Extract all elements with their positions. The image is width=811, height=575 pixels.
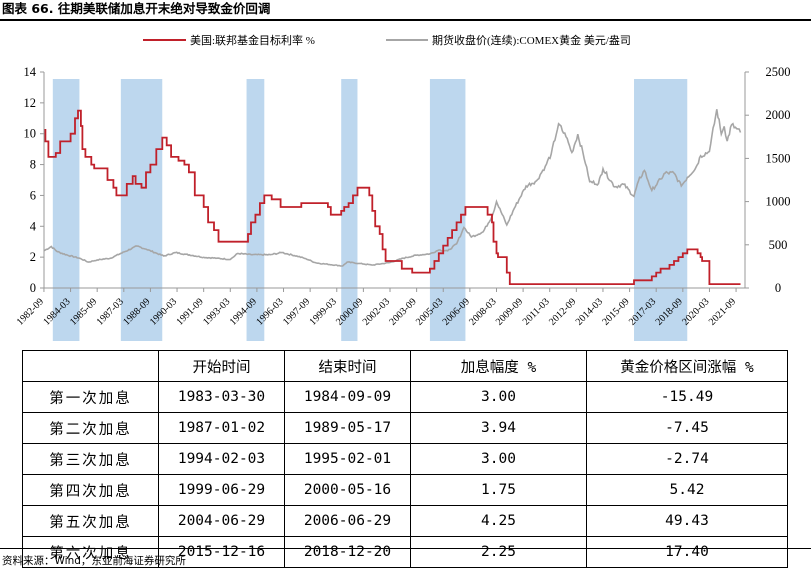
x-axis-tick-label: 2003-09 (387, 296, 418, 327)
row-label: 第二次加息 (22, 412, 159, 444)
title-rule (0, 19, 811, 21)
x-axis-tick-label: 1993-03 (201, 296, 232, 327)
shaded-period (246, 79, 265, 341)
row-label: 第一次加息 (22, 381, 159, 413)
chart: 0 2 4 6 8 10 12 14 0 500 1000 1500 2000 2500 1982-09 19… (15, 33, 791, 341)
shaded-period (429, 79, 466, 341)
table-row: 第四次加息 1999-06-29 2000-05-16 1.75 5.42 (22, 474, 788, 506)
gold-price-line (43, 109, 742, 267)
right-axis-tick-label: 2500 (766, 65, 791, 79)
shaded-period (341, 79, 358, 341)
hike-cell: 3.00 (410, 443, 587, 475)
left-axis-tick-label: 14 (24, 65, 37, 79)
x-axis-tick-label: 1982-09 (15, 296, 46, 327)
hike-cell: 1.75 (410, 474, 587, 506)
gold-change-cell: 17.40 (586, 536, 788, 568)
table-row: 第一次加息 1983-03-30 1984-09-09 3.00 -15.49 (22, 381, 788, 413)
table-row: 第五次加息 2004-06-29 2006-06-29 4.25 49.43 (22, 505, 788, 537)
start-date-cell: 1999-06-29 (158, 474, 285, 506)
x-axis-tick-label: 2015-09 (600, 296, 631, 327)
x-axis-tick-label: 2002-03 (361, 296, 392, 327)
row-label: 第三次加息 (22, 443, 159, 475)
row-label: 第五次加息 (22, 505, 159, 537)
hike-cell: 3.94 (410, 412, 587, 444)
gold-change-cell: -7.45 (586, 412, 788, 444)
shaded-period (634, 79, 688, 341)
x-axis-tick-label: 1997-09 (281, 296, 312, 327)
hike-cell: 2.25 (410, 536, 587, 568)
table-row: 第二次加息 1987-01-02 1989-05-17 3.94 -7.45 (22, 412, 788, 444)
table-header-gold-change: 黄金价格区间涨幅 % (586, 350, 788, 382)
hike-cell: 3.00 (410, 381, 587, 413)
x-axis-tick-label: 1999-03 (308, 296, 339, 327)
left-axis-tick-label: 6 (30, 188, 36, 202)
row-label: 第六次加息 (22, 536, 159, 568)
end-date-cell: 2000-05-16 (284, 474, 411, 506)
table-header-hike: 加息幅度 % (410, 350, 587, 382)
right-axis-tick-label: 0 (775, 281, 781, 295)
x-axis-tick-label: 2008-03 (467, 296, 498, 327)
left-axis-tick-label: 2 (30, 250, 36, 264)
start-date-cell: 2004-06-29 (158, 505, 285, 537)
legend-label-gold: 期货收盘价(连续):COMEX黄金 美元/盎司 (432, 33, 631, 47)
source-rule (0, 548, 811, 549)
right-axis-tick-label: 1500 (766, 151, 791, 165)
gold-change-cell: 5.42 (586, 474, 788, 506)
x-axis-tick-label: 2011-03 (521, 296, 552, 327)
table-header-corner (22, 350, 159, 382)
right-axis-tick-label: 2000 (766, 108, 791, 122)
rate-hike-table: 开始时间 结束时间 加息幅度 % 黄金价格区间涨幅 % 第一次加息 1983-0… (22, 350, 788, 568)
x-axis-tick-label: 2009-09 (494, 296, 525, 327)
fed-rate-line (43, 109, 741, 285)
right-axis-tick-label: 1000 (766, 195, 791, 209)
end-date-cell: 1989-05-17 (284, 412, 411, 444)
end-date-cell: 1984-09-09 (284, 381, 411, 413)
left-axis-tick-label: 0 (30, 281, 36, 295)
table-header-end: 结束时间 (284, 350, 411, 382)
x-axis-tick-label: 2014-03 (574, 296, 605, 327)
x-axis-tick-label: 1991-09 (174, 296, 205, 327)
x-axis-tick-label: 2021-09 (707, 296, 738, 327)
hike-cell: 4.25 (410, 505, 587, 537)
start-date-cell: 1994-02-03 (158, 443, 285, 475)
gold-change-cell: -2.74 (586, 443, 788, 475)
shaded-period (120, 79, 163, 341)
end-date-cell: 2006-06-29 (284, 505, 411, 537)
table-row: 第三次加息 1994-02-03 1995-02-01 3.00 -2.74 (22, 443, 788, 475)
table-header-start: 开始时间 (158, 350, 285, 382)
right-axis-tick-label: 500 (769, 238, 788, 252)
row-label: 第四次加息 (22, 474, 159, 506)
end-date-cell: 1995-02-01 (284, 443, 411, 475)
table-header-row: 开始时间 结束时间 加息幅度 % 黄金价格区间涨幅 % (22, 350, 788, 382)
start-date-cell: 1983-03-30 (158, 381, 285, 413)
start-date-cell: 1987-01-02 (158, 412, 285, 444)
legend-label-rate: 美国:联邦基金目标利率 % (190, 33, 315, 47)
left-axis-tick-label: 10 (24, 127, 37, 141)
gold-series (43, 109, 742, 267)
source-note: 资料来源：Wind，东亚前海证券研究所 (2, 555, 186, 567)
rate-series (43, 109, 741, 285)
legend: 美国:联邦基金目标利率 % 期货收盘价(连续):COMEX黄金 美元/盎司 (143, 33, 631, 47)
end-date-cell: 2018-12-20 (284, 536, 411, 568)
figure-title: 图表 66. 往期美联储加息开末绝对导致金价回调 (2, 1, 271, 16)
left-axis-tick-label: 8 (30, 158, 36, 172)
left-axis-tick-label: 4 (30, 219, 37, 233)
x-axis-tick-label: 2012-09 (547, 296, 578, 327)
gold-change-cell: -15.49 (586, 381, 788, 413)
gold-change-cell: 49.43 (586, 505, 788, 537)
left-axis-tick-label: 12 (24, 96, 37, 110)
shaded-periods (52, 79, 688, 341)
